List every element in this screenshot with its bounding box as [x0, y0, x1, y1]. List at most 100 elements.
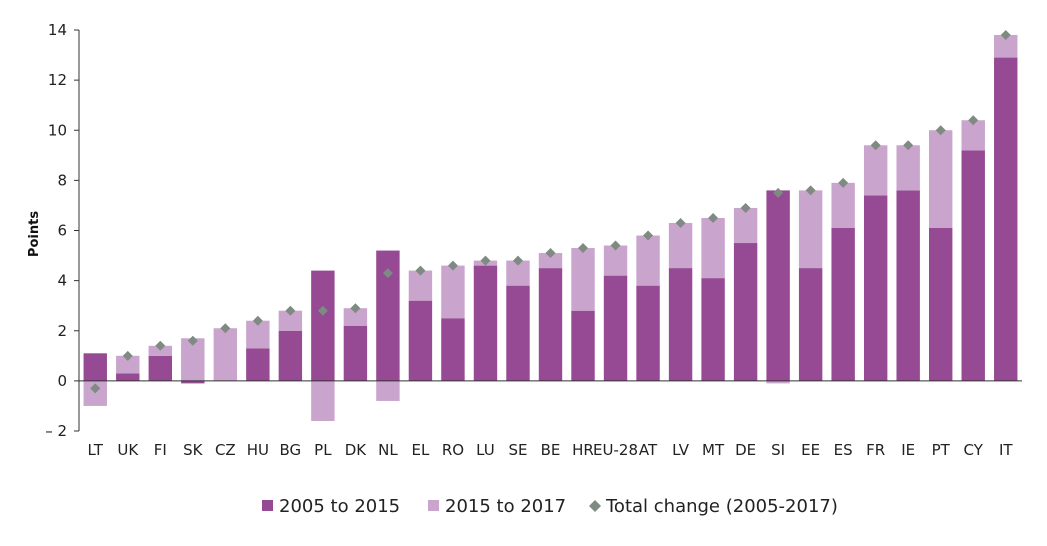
bar-el-series-1 [408, 300, 433, 381]
y-tick-label: 6 [57, 222, 67, 240]
bar-uk-series-2 [116, 355, 140, 374]
marker-total-el [415, 265, 426, 276]
x-tick-label: FR [866, 441, 885, 459]
marker-total-lt [90, 383, 101, 394]
y-tick-label: 12 [48, 71, 67, 89]
marker-total-es [838, 177, 849, 188]
bar-de-series-2 [733, 207, 758, 244]
x-tick-label: LV [672, 441, 690, 459]
x-tick-label: EL [412, 441, 430, 459]
x-tick-label: DK [345, 441, 368, 459]
bar-hu-series-2 [246, 320, 270, 349]
marker-total-ro [447, 260, 458, 271]
x-tick-label: SI [771, 441, 785, 459]
bar-uk-series-1 [116, 373, 140, 381]
x-tick-label: LU [476, 441, 495, 459]
bar-lt-series-2 [83, 380, 107, 406]
legend: 2005 to 2015 2015 to 2017 Total change (20… [262, 496, 838, 517]
bar-el-series-2 [408, 270, 433, 301]
marker-total-se [512, 255, 523, 266]
marker-total-be [545, 248, 556, 259]
bar-dk-series-1 [343, 325, 368, 381]
x-tick-label: UK [117, 441, 139, 459]
bar-dk-series-2 [343, 308, 368, 326]
legend-label: 2005 to 2015 [279, 496, 400, 517]
marker-total-ee [805, 185, 816, 196]
marker-total-de [740, 202, 751, 213]
bar-fi-series-1 [148, 355, 172, 381]
x-tick-label: CZ [215, 441, 236, 459]
marker-total-lv [675, 217, 686, 228]
bar-fr-series-1 [863, 195, 888, 381]
x-tick-label: CY [964, 441, 984, 459]
x-tick-label: FI [154, 441, 167, 459]
bar-bg-series-2 [278, 310, 303, 331]
y-tick-label: 14 [48, 21, 67, 39]
bar-sk-series-2 [181, 338, 205, 381]
bar-cy-series-2 [961, 120, 985, 151]
x-tick-label: RO [442, 441, 464, 459]
bar-si-series-2 [766, 380, 790, 384]
bar-eu-28-series-2 [603, 245, 628, 276]
bar-pl-series-2 [311, 380, 335, 421]
x-tick-label: HR [572, 441, 594, 459]
y-tick-label: 4 [57, 272, 67, 290]
y-axis: – 2 0 2 4 6 8 10 12 14 [45, 21, 80, 440]
bar-at-series-2 [636, 235, 660, 286]
x-tick-label: PT [932, 441, 951, 459]
x-tick-label: SE [508, 441, 527, 459]
marker-total-nl [382, 268, 393, 279]
marker-total-si [773, 187, 784, 198]
bar-es-series-2 [831, 182, 855, 228]
bar-mt-series-2 [701, 217, 725, 279]
marker-total-cz [220, 323, 231, 334]
x-tick-label: BE [541, 441, 561, 459]
legend-swatch-series-2 [428, 500, 439, 511]
x-tick-label: HU [247, 441, 269, 459]
bar-ie-series-2 [896, 145, 920, 191]
bar-de-series-1 [733, 243, 758, 381]
bar-pt-series-2 [929, 130, 953, 228]
marker-total-uk [122, 350, 133, 361]
x-tick-label: AT [639, 441, 658, 459]
bar-be-series-1 [538, 268, 563, 381]
bar-pl-series-1 [311, 270, 335, 381]
y-axis-label: Points [27, 211, 42, 257]
marker-total-ie [903, 140, 914, 151]
bar-nl-series-1 [376, 250, 400, 381]
legend-swatch-series-1 [262, 500, 273, 511]
bar-at-series-1 [636, 285, 660, 381]
x-tick-label: BG [280, 441, 302, 459]
bar-si-series-1 [766, 190, 790, 381]
bar-hr-series-1 [571, 310, 595, 381]
legend-marker-total-change [589, 500, 601, 512]
bar-lt-series-1 [83, 353, 107, 381]
bars [83, 35, 1018, 421]
marker-total-sk [187, 335, 198, 346]
bar-ie-series-1 [896, 190, 920, 381]
x-tick-label: EU-28 [593, 441, 638, 459]
bar-be-series-2 [538, 253, 563, 269]
bar-lv-series-2 [668, 222, 693, 269]
x-tick-label: LT [88, 441, 104, 459]
marker-total-cy [968, 115, 979, 126]
bar-lv-series-1 [668, 268, 693, 381]
bar-sk-series-1 [181, 380, 205, 384]
bar-it-series-2 [994, 35, 1018, 58]
bar-pt-series-1 [929, 227, 953, 381]
y-tick-label: 10 [48, 121, 67, 139]
bar-mt-series-1 [701, 278, 725, 381]
y-tick-label: 8 [57, 171, 67, 189]
bar-lu-series-1 [473, 265, 498, 381]
x-tick-label: ES [834, 441, 853, 459]
y-tick-label: – 2 [45, 422, 67, 440]
x-tick-label: IT [999, 441, 1013, 459]
marker-total-pl [317, 305, 328, 316]
bar-ee-series-2 [798, 190, 823, 269]
bar-es-series-1 [831, 227, 855, 381]
marker-total-fr [870, 140, 881, 151]
marker-total-it [1000, 30, 1011, 41]
bar-ee-series-1 [798, 268, 823, 381]
